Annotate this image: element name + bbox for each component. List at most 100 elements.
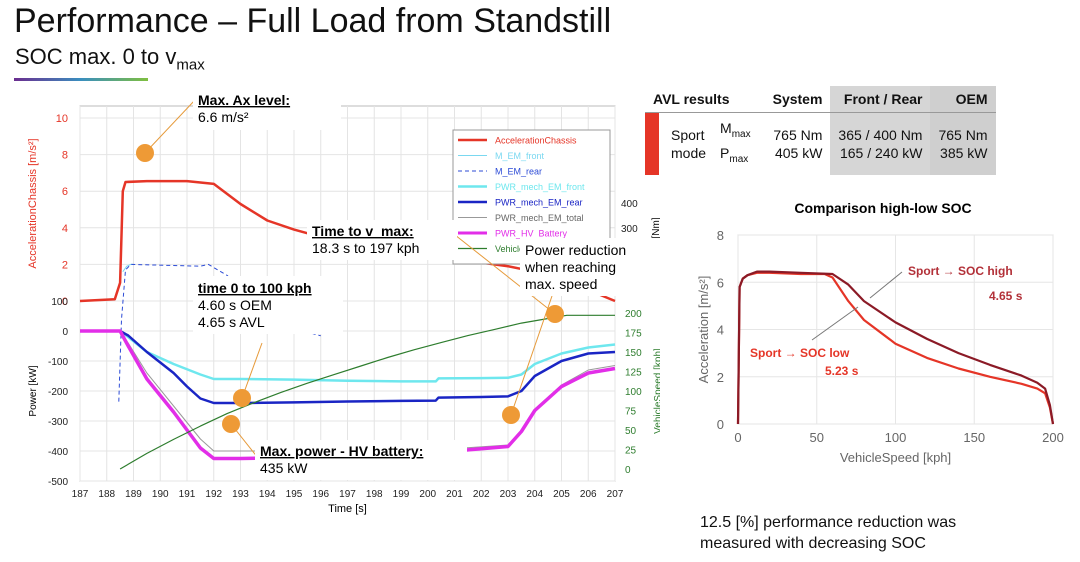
axis-layer: 187 188 189 190 191 192 193 194 195 196 197 198 199 2…: [27, 113, 660, 515]
bottom-y-tick-label: 100: [51, 297, 68, 308]
x-tick-label: 198: [366, 489, 383, 500]
top-y-tick-label: 2: [62, 259, 68, 271]
x-tick-label: 204: [526, 489, 543, 500]
top-y-tick-label: 6: [62, 186, 68, 198]
cmp-chart-title: Comparison high-low SOC: [794, 200, 971, 216]
x-axis-label: Time [s]: [328, 503, 367, 515]
max-ax-value: 6.6 m/s²: [198, 109, 249, 125]
cmp-series: [736, 270, 1055, 425]
x-tick-label: 193: [232, 489, 249, 500]
t100-line2: 4.65 s AVL: [198, 314, 265, 330]
x-tick-label: 205: [553, 489, 570, 500]
cmp-x-tick-label: 150: [963, 430, 985, 445]
speed-tick-label: 200: [625, 309, 642, 320]
series-line-PWR_mech_EM_rear: [80, 329, 616, 405]
cmp-y-tick-label: 8: [717, 228, 724, 243]
page-subtitle: SOC max. 0 to vmax: [15, 44, 205, 73]
cmp-y-tick-label: 2: [717, 370, 724, 385]
speed-tick-label: 125: [625, 368, 642, 379]
x-tick-label: 201: [446, 489, 463, 500]
bottom-y-tick-label: 0: [62, 327, 68, 338]
soc-high-label: Sport → SOC high: [908, 264, 1013, 278]
x-tick-label: 207: [607, 489, 624, 500]
top-y-axis-label: AccelerationChassis [m/s²]: [27, 138, 39, 268]
oem-values-cell: 765 Nm 385 kW: [930, 112, 996, 175]
timeseries-chart: 187 188 189 190 191 192 193 194 195 196 197 198 199 2…: [27, 90, 660, 515]
front-rear-mmax: 365 / 400 Nm: [838, 126, 923, 143]
annotation-max-power: Max. power - HV battery: 435 kW: [230, 423, 467, 480]
cmp-y-tick-label: 6: [717, 275, 724, 290]
bottom-y-tick-label: -100: [48, 357, 68, 368]
marker-max-power: [222, 415, 240, 433]
x-tick-label: 199: [393, 489, 410, 500]
avl-table-body-row: Sport mode Mmax Pmax 765 Nm 405 kW 365 / 40…: [645, 112, 996, 175]
bottom-y-tick-label: -500: [48, 477, 68, 488]
power-red-line2: when reaching: [524, 259, 616, 275]
callout-power-reduction-box: [520, 238, 640, 296]
callout-max-ax-box: [193, 90, 341, 130]
legend-label: PWR_mech_EM_rear: [495, 198, 583, 208]
t100-line1: 4.60 s OEM: [198, 297, 272, 313]
cmp-x-tick-label: 0: [734, 430, 741, 445]
legend-label: M_EM_rear: [495, 167, 542, 177]
system-mmax: 765 Nm: [773, 126, 823, 143]
subtitle-subscript: max: [176, 56, 205, 74]
col-oem-header: OEM: [930, 86, 996, 113]
cmp-x-tick-label: 50: [810, 430, 824, 445]
oem-mmax: 765 Nm: [938, 126, 988, 143]
legend-label: AccelerationChassis: [495, 136, 577, 146]
top-y-tick-label: 4: [62, 223, 68, 235]
oem-pmax: 385 kW: [940, 144, 988, 161]
leader-max-ax: [144, 99, 196, 154]
mode-line1: Sport: [671, 126, 705, 143]
avl-table-header-row: AVL results System Front / Rear OEM: [645, 86, 996, 113]
x-tick-label: 188: [98, 489, 115, 500]
maxpow-title: Max. power - HV battery:: [260, 443, 423, 459]
annotation-max-ax: Max. Ax level: 6.6 m/s²: [144, 90, 341, 154]
cmp-y-tick-label: 4: [717, 323, 724, 338]
top-y-tick-label: 8: [62, 150, 68, 162]
front-rear-pmax: 165 / 240 kW: [839, 144, 923, 161]
power-red-line3: max. speed: [525, 276, 597, 292]
cmp-series-line: [736, 270, 1055, 425]
x-tick-label: 196: [312, 489, 329, 500]
x-tick-label: 195: [286, 489, 303, 500]
marker-max-ax: [136, 144, 154, 162]
legend-label: PWR_mech_EM_front: [495, 182, 585, 192]
col-front-rear-header: Front / Rear: [830, 86, 931, 113]
speed-tick-label: 0: [625, 465, 631, 476]
cmp-y-axis-label: Acceleration [m/s²]: [696, 276, 711, 384]
speed-tick-label: 50: [625, 426, 637, 437]
soc-low-label: Sport → SOC low: [750, 346, 850, 360]
cmp-x-tick-label: 200: [1042, 430, 1064, 445]
t100-title: time 0 to 100 kph: [198, 280, 312, 296]
avl-results-title: AVL results: [645, 86, 765, 113]
top-y-tick-label: 10: [56, 113, 68, 125]
x-tick-label: 187: [72, 489, 89, 500]
annotation-time-vmax: Time to v_max: 18.3 s to 197 kph: [307, 220, 556, 315]
speed-tick-label: 100: [625, 387, 642, 398]
time-vmax-title: Time to v_max:: [312, 223, 414, 239]
col-system-header: System: [764, 86, 831, 113]
bottom-y-tick-label: -400: [48, 447, 68, 458]
x-tick-label: 190: [152, 489, 169, 500]
marker-time-0-100: [233, 389, 251, 407]
cmp-y-tick-label: 0: [717, 417, 724, 432]
speed-tick-label: 175: [625, 329, 642, 340]
callout-time-0-100-box: [193, 276, 343, 334]
marker-power-reduction: [502, 406, 520, 424]
torque-axis-label: [Nm]: [651, 217, 660, 238]
cmp-x-axis-label: VehicleSpeed [kph]: [840, 450, 951, 465]
x-tick-label: 191: [179, 489, 196, 500]
soc-high-leader: [869, 271, 903, 299]
leader-time-vmax: [449, 230, 556, 315]
legend-label: PWR_HV_Battery: [495, 229, 568, 239]
footnote: 12.5 [%] performance reduction was measu…: [700, 512, 1030, 554]
system-values-cell: 765 Nm 405 kW: [765, 113, 831, 175]
max-ax-title: Max. Ax level:: [198, 92, 290, 108]
marker-vmax: [546, 305, 564, 323]
x-tick-label: 202: [473, 489, 490, 500]
front-rear-values-cell: 365 / 400 Nm 165 / 240 kW: [830, 112, 931, 175]
torque-tick-label: 400: [621, 199, 638, 210]
x-tick-label: 192: [205, 489, 222, 500]
